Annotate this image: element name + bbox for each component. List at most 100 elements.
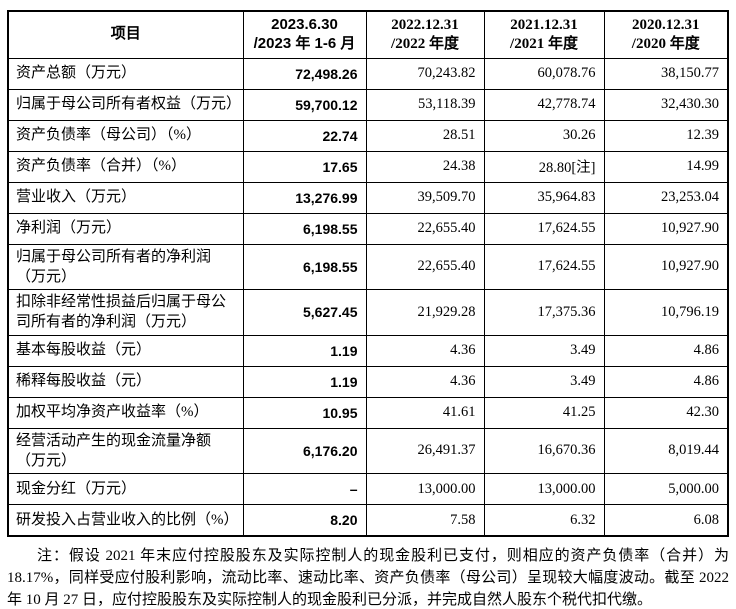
row-label: 净利润（万元） bbox=[7, 212, 244, 245]
row-value: 10.95 bbox=[242, 396, 367, 429]
row-value: 14.99 bbox=[603, 150, 729, 183]
row-value: 22,655.40 bbox=[365, 212, 485, 245]
row-value: 17,624.55 bbox=[483, 212, 605, 245]
row-value: 21,929.28 bbox=[365, 289, 485, 336]
row-label: 资产负债率（母公司）（%） bbox=[7, 119, 244, 152]
row-value: 10,796.19 bbox=[603, 289, 729, 336]
row-value: 22,655.40 bbox=[365, 243, 485, 290]
row-label: 资产总额（万元） bbox=[7, 57, 244, 90]
table-row: 营业收入（万元） 13,276.99 39,509.70 35,964.83 2… bbox=[7, 181, 729, 214]
table-row: 经营活动产生的现金流量净额（万元） 6,176.20 26,491.37 16,… bbox=[7, 427, 729, 474]
row-value: 70,243.82 bbox=[365, 57, 485, 90]
header-line1: 2021.12.31 bbox=[510, 17, 578, 33]
row-value: 3.49 bbox=[483, 334, 605, 367]
table-row: 净利润（万元） 6,198.55 22,655.40 17,624.55 10,… bbox=[7, 212, 729, 245]
row-value: 7.58 bbox=[365, 504, 485, 537]
row-value: 5,627.45 bbox=[242, 289, 367, 336]
row-value: 60,078.76 bbox=[483, 57, 605, 90]
column-header-2020: 2020.12.31 /2020 年度 bbox=[603, 10, 729, 59]
header-line1: 2022.12.31 bbox=[391, 17, 459, 33]
row-label: 归属于母公司所有者权益（万元） bbox=[7, 88, 244, 121]
table-row: 现金分红（万元） – 13,000.00 13,000.00 5,000.00 bbox=[7, 473, 729, 505]
table-body: 资产总额（万元） 72,498.26 70,243.82 60,078.76 3… bbox=[7, 57, 729, 537]
row-value: 38,150.77 bbox=[603, 57, 729, 90]
row-label: 稀释每股收益（元） bbox=[7, 365, 244, 398]
row-value: 1.19 bbox=[242, 365, 367, 398]
row-label: 资产负债率（合并）（%） bbox=[7, 150, 244, 183]
row-label: 归属于母公司所有者的净利润（万元） bbox=[7, 243, 244, 290]
row-value: 13,276.99 bbox=[242, 181, 367, 214]
row-value: 17,624.55 bbox=[483, 243, 605, 290]
row-value: 10,927.90 bbox=[603, 212, 729, 245]
row-value: 17.65 bbox=[242, 150, 367, 183]
row-label: 扣除非经常性损益后归属于母公司所有者的净利润（万元） bbox=[7, 289, 244, 336]
row-label: 营业收入（万元） bbox=[7, 181, 244, 214]
row-value: 28.51 bbox=[365, 119, 485, 152]
table-row: 稀释每股收益（元） 1.19 4.36 3.49 4.86 bbox=[7, 365, 729, 398]
header-line1: 2023.6.30 bbox=[271, 16, 338, 33]
row-value: 3.49 bbox=[483, 365, 605, 398]
column-header-2023: 2023.6.30 /2023 年 1-6 月 bbox=[242, 10, 367, 59]
row-label: 加权平均净资产收益率（%） bbox=[7, 396, 244, 429]
row-value: 41.61 bbox=[365, 396, 485, 429]
row-value: 6.08 bbox=[603, 504, 729, 537]
row-value: 12.39 bbox=[603, 119, 729, 152]
row-value: 53,118.39 bbox=[365, 88, 485, 121]
header-line2: /2020 年度 bbox=[631, 35, 700, 52]
header-row: 项目 2023.6.30 /2023 年 1-6 月 2022.12.31 /2… bbox=[7, 10, 729, 59]
header-line2: /2022 年度 bbox=[391, 35, 459, 52]
row-value: 72,498.26 bbox=[242, 57, 367, 90]
row-value: 16,670.36 bbox=[483, 427, 605, 474]
row-value: 13,000.00 bbox=[483, 473, 605, 505]
table-row: 扣除非经常性损益后归属于母公司所有者的净利润（万元） 5,627.45 21,9… bbox=[7, 289, 729, 336]
row-value: 4.36 bbox=[365, 365, 485, 398]
row-value: 5,000.00 bbox=[603, 473, 729, 505]
row-value: 42,778.74 bbox=[483, 88, 605, 121]
row-value: 17,375.36 bbox=[483, 289, 605, 336]
row-value: 6,198.55 bbox=[242, 243, 367, 290]
row-value: 35,964.83 bbox=[483, 181, 605, 214]
row-value: 32,430.30 bbox=[603, 88, 729, 121]
table-row: 归属于母公司所有者的净利润（万元） 6,198.55 22,655.40 17,… bbox=[7, 243, 729, 290]
row-value: 22.74 bbox=[242, 119, 367, 152]
column-header-2022: 2022.12.31 /2022 年度 bbox=[365, 10, 485, 59]
header-line1: 项目 bbox=[110, 25, 141, 43]
table-row: 归属于母公司所有者权益（万元） 59,700.12 53,118.39 42,7… bbox=[7, 88, 729, 121]
row-label: 现金分红（万元） bbox=[7, 473, 244, 505]
table-row: 资产负债率（合并）（%） 17.65 24.38 28.80[注] 14.99 bbox=[7, 150, 729, 183]
row-value: 10,927.90 bbox=[603, 243, 729, 290]
header-line2: /2023 年 1-6 月 bbox=[253, 34, 356, 52]
table-row: 基本每股收益（元） 1.19 4.36 3.49 4.86 bbox=[7, 334, 729, 367]
table-row: 资产总额（万元） 72,498.26 70,243.82 60,078.76 3… bbox=[7, 57, 729, 90]
row-value: 26,491.37 bbox=[365, 427, 485, 474]
row-value: 59,700.12 bbox=[242, 88, 367, 121]
header-line1: 2020.12.31 bbox=[632, 17, 700, 33]
row-label: 经营活动产生的现金流量净额（万元） bbox=[7, 427, 244, 474]
table-header: 项目 2023.6.30 /2023 年 1-6 月 2022.12.31 /2… bbox=[7, 10, 729, 59]
row-label: 研发投入占营业收入的比例（%） bbox=[7, 504, 244, 537]
table-row: 加权平均净资产收益率（%） 10.95 41.61 41.25 42.30 bbox=[7, 396, 729, 429]
row-value: 24.38 bbox=[365, 150, 485, 183]
row-value: 1.19 bbox=[242, 334, 367, 367]
row-value: 42.30 bbox=[603, 396, 729, 429]
column-header-2021: 2021.12.31 /2021 年度 bbox=[483, 10, 605, 59]
row-value: 6.32 bbox=[483, 504, 605, 537]
row-value: 28.80[注] bbox=[483, 150, 605, 183]
financial-summary-table: 项目 2023.6.30 /2023 年 1-6 月 2022.12.31 /2… bbox=[7, 10, 729, 537]
row-value: 4.86 bbox=[603, 365, 729, 398]
footnote: 注：假设 2021 年末应付控股股东及实际控制人的现金股利已支付，则相应的资产负… bbox=[7, 548, 729, 609]
column-header-item: 项目 bbox=[7, 10, 244, 59]
row-value: 8.20 bbox=[242, 504, 367, 537]
row-value: 41.25 bbox=[483, 396, 605, 429]
row-value: 39,509.70 bbox=[365, 181, 485, 214]
row-value: 8,019.44 bbox=[603, 427, 729, 474]
table-row: 资产负债率（母公司）（%） 22.74 28.51 30.26 12.39 bbox=[7, 119, 729, 152]
row-value: 30.26 bbox=[483, 119, 605, 152]
row-label: 基本每股收益（元） bbox=[7, 334, 244, 367]
table-row: 研发投入占营业收入的比例（%） 8.20 7.58 6.32 6.08 bbox=[7, 504, 729, 537]
header-line2: /2021 年度 bbox=[510, 35, 578, 52]
row-value: 4.36 bbox=[365, 334, 485, 367]
row-value: 6,198.55 bbox=[242, 212, 367, 245]
row-value: 13,000.00 bbox=[365, 473, 485, 505]
